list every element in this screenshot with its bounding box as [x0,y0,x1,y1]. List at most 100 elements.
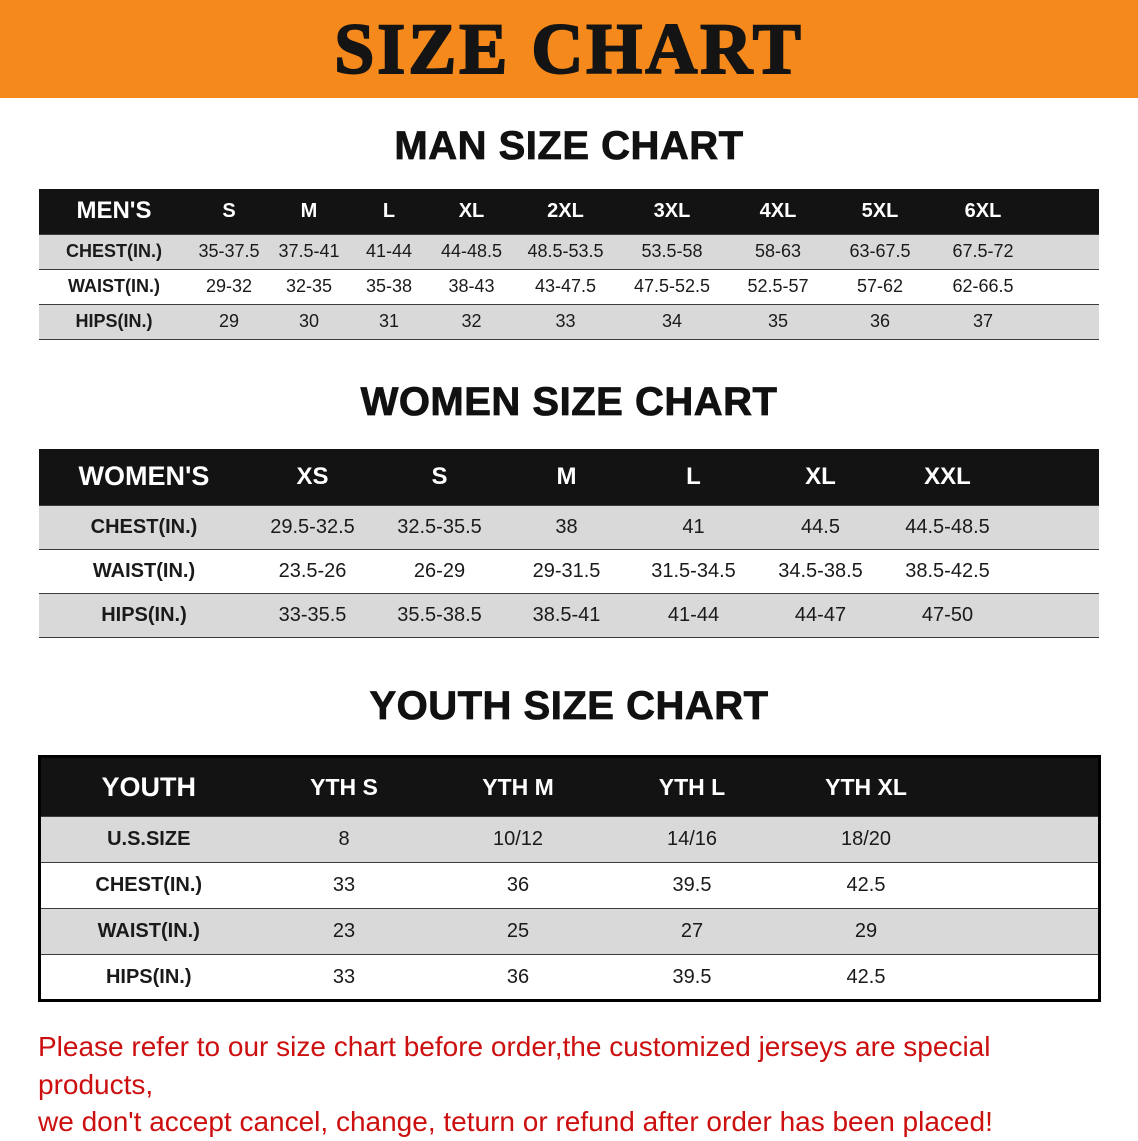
youth-waist-cell: 27 [680,920,704,942]
men-size-5xl: 5XL [861,199,899,222]
filler-cell [953,909,1099,955]
women-size-xxl: XXL [924,462,971,490]
page-title: SIZE CHART [333,8,804,90]
youth-waist-cell: 23 [332,920,356,942]
youth-ussize-row: U.S.SIZE 8 10/12 14/16 18/20 [39,816,1099,863]
filler-cell [1011,449,1099,506]
men-size-2xl: 2XL [547,199,584,222]
men-waist-cell: 38-43 [448,276,495,296]
women-waist-cell: 23.5-26 [278,560,347,582]
men-hips-label: HIPS(IN.) [75,311,153,331]
youth-ussize-cell: 10/12 [492,828,544,850]
women-hips-row: HIPS(IN.) 33-35.5 35.5-38.5 38.5-41 41-4… [39,593,1099,638]
women-size-section: WOMEN SIZE CHART WOMEN'S XS S M L XL XXL… [0,379,1138,639]
men-size-s: S [222,199,236,222]
men-chest-cell: 41-44 [365,241,413,261]
women-hips-label: HIPS(IN.) [101,604,187,626]
women-size-s: S [431,462,448,490]
women-hips-cell: 47-50 [921,604,974,626]
women-chest-cell: 38 [555,516,578,538]
women-chest-cell: 41 [682,516,705,538]
men-waist-cell: 62-66.5 [952,276,1014,296]
women-chest-cell: 44.5 [801,516,840,538]
youth-waist-label: WAIST(IN.) [97,920,200,942]
filler-cell [1035,304,1099,339]
youth-hips-cell: 36 [506,965,530,988]
filler-cell [1011,506,1099,550]
women-size-xl: XL [805,462,836,490]
men-chest-cell: 35-37.5 [198,241,260,261]
youth-chest-cell: 33 [332,874,356,896]
youth-size-section: YOUTH SIZE CHART YOUTH YTH S YTH M YTH L… [0,684,1138,1002]
men-chest-cell: 58-63 [754,241,802,261]
youth-hips-cell: 33 [332,965,356,988]
men-chest-row: CHEST(IN.) 35-37.5 37.5-41 41-44 44-48.5… [39,234,1099,269]
men-waist-cell: 57-62 [856,276,904,296]
youth-hips-label: HIPS(IN.) [105,965,192,988]
youth-size-heading: YOUTH SIZE CHART [369,684,769,729]
women-hips-cell: 44-47 [794,604,847,626]
men-waist-row: WAIST(IN.) 29-32 32-35 35-38 38-43 43-47… [39,269,1099,304]
youth-ussize-cell: 14/16 [666,828,718,850]
men-hips-cell: 30 [298,311,320,331]
women-hips-cell: 38.5-41 [532,604,601,626]
men-chest-cell: 67.5-72 [952,241,1014,261]
size-chart-banner: SIZE CHART [0,0,1138,98]
filler-cell [1035,234,1099,269]
women-table-title: WOMEN'S [78,461,210,492]
filler-cell [1011,550,1099,594]
men-hips-cell: 32 [461,311,482,331]
women-waist-cell: 31.5-34.5 [651,560,736,582]
men-waist-cell: 29-32 [205,276,253,296]
women-size-table: WOMEN'S XS S M L XL XXL CHEST(IN.) 29.5-… [39,448,1099,639]
youth-waist-cell: 25 [506,920,530,942]
youth-size-l: YTH L [658,773,726,800]
women-size-l: L [686,462,701,490]
filler-cell [953,817,1099,863]
youth-chest-cell: 36 [506,874,530,896]
men-size-l: L [382,199,396,222]
filler-cell [953,955,1099,1001]
youth-chest-label: CHEST(IN.) [95,874,203,896]
men-table-title: MEN'S [76,197,152,225]
men-header-row: MEN'S S M L XL 2XL 3XL 4XL 5XL 6XL [39,189,1099,234]
men-size-4xl: 4XL [759,199,797,222]
youth-ussize-cell: 8 [338,828,350,850]
men-chest-label: CHEST(IN.) [66,241,162,261]
men-waist-label: WAIST(IN.) [68,276,160,296]
men-size-3xl: 3XL [653,199,691,222]
women-size-xs: XS [296,462,329,490]
youth-size-table: YOUTH YTH S YTH M YTH L YTH XL U.S.SIZE … [37,755,1101,1002]
women-waist-row: WAIST(IN.) 23.5-26 26-29 29-31.5 31.5-34… [39,549,1099,594]
women-hips-cell: 41-44 [667,604,720,626]
men-chest-cell: 44-48.5 [440,241,503,261]
men-size-section: MAN SIZE CHART MEN'S S M L XL 2XL 3XL 4X… [0,124,1138,340]
youth-hips-row: HIPS(IN.) 33 36 39.5 42.5 [39,954,1099,1001]
youth-ussize-label: U.S.SIZE [107,828,191,850]
youth-hips-cell: 39.5 [672,965,712,988]
men-waist-cell: 47.5-52.5 [633,276,711,296]
youth-waist-cell: 29 [854,920,878,942]
women-waist-cell: 26-29 [413,560,466,582]
women-chest-cell: 32.5-35.5 [397,516,482,538]
disclaimer-note: Please refer to our size chart before or… [38,1028,1110,1141]
youth-table-title: YOUTH [101,771,197,802]
men-waist-cell: 43-47.5 [534,276,597,296]
women-size-heading: WOMEN SIZE CHART [360,379,778,424]
men-chest-cell: 37.5-41 [278,241,340,261]
women-waist-cell: 34.5-38.5 [778,560,863,582]
women-waist-label: WAIST(IN.) [92,560,196,582]
disclaimer-line-2: we don't accept cancel, change, teturn o… [38,1106,993,1138]
men-chest-cell: 53.5-58 [641,241,703,261]
youth-size-xl: YTH XL [825,773,907,800]
youth-hips-cell: 42.5 [846,965,886,988]
men-size-heading: MAN SIZE CHART [394,124,744,169]
filler-cell [953,757,1099,817]
filler-cell [953,863,1099,909]
men-size-6xl: 6XL [964,199,1002,222]
men-size-table: MEN'S S M L XL 2XL 3XL 4XL 5XL 6XL CHEST… [39,189,1099,340]
men-waist-cell: 52.5-57 [747,276,809,296]
women-hips-cell: 33-35.5 [278,604,347,626]
women-chest-cell: 44.5-48.5 [905,516,990,538]
disclaimer-line-1: Please refer to our size chart before or… [38,1031,991,1100]
